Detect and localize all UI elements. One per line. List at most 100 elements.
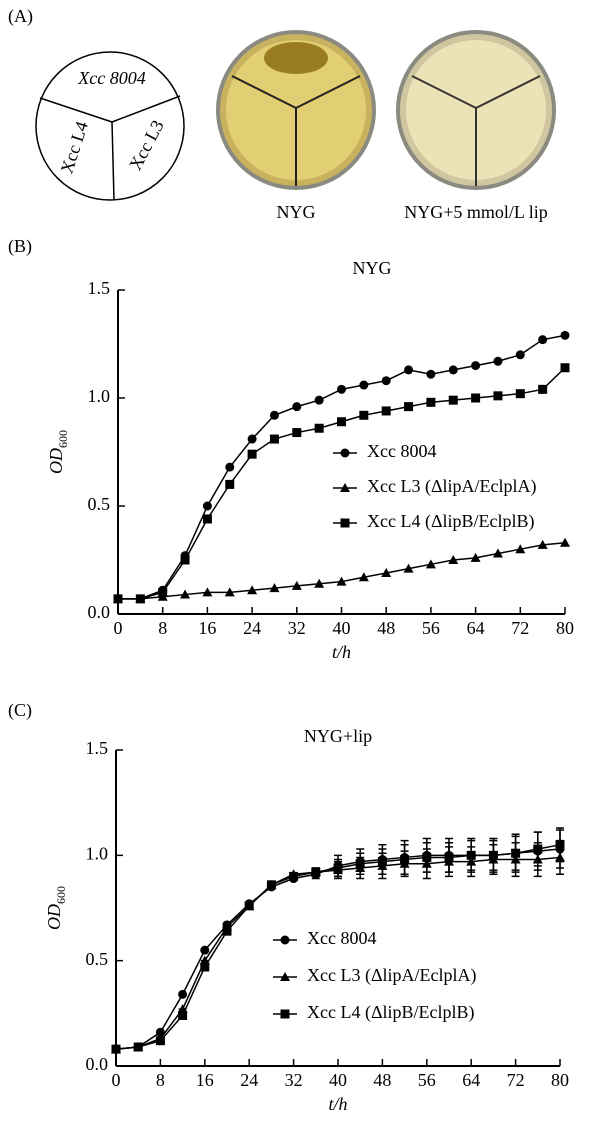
point [337,384,346,394]
point [314,395,324,405]
point [404,365,414,375]
point [113,594,123,604]
divider [39,97,113,123]
divider [411,75,477,109]
legend-label: Xcc L3 (ΔlipA/EclplA) [367,476,537,497]
x-tick-label: 56 [418,1070,436,1090]
x-tick-label: 64 [462,1070,480,1090]
point [493,391,503,401]
point [247,449,257,459]
point [448,555,459,564]
plate-caption: NYG [277,202,316,222]
point [355,859,365,869]
point [488,850,498,860]
point [178,1010,188,1020]
x-tick-label: 72 [507,1070,525,1090]
y-tick-label: 0.0 [86,1054,109,1074]
y-tick-label: 1.5 [88,278,111,298]
x-tick-label: 24 [243,618,261,638]
point [269,410,279,420]
x-tick-label: 0 [112,1070,121,1090]
point [202,587,213,597]
point [404,402,414,412]
divider [295,75,361,109]
point [511,848,521,858]
point [560,330,570,340]
x-axis-label: t/h [332,642,351,662]
divider [231,75,297,109]
legend-label: Xcc 8004 [367,441,436,461]
point [377,857,387,867]
point [444,852,454,862]
point [560,363,570,373]
point [222,926,232,936]
point [426,369,436,379]
point [425,559,436,569]
x-tick-label: 80 [556,618,574,638]
x-axis-label: t/h [328,1094,347,1114]
point [359,410,369,420]
point [200,945,210,955]
point [291,580,302,590]
point [247,434,257,444]
point [515,389,525,399]
legend-marker [340,448,350,458]
point [289,871,299,881]
point [202,514,212,524]
legend-marker [340,483,350,492]
point [202,501,212,511]
legend-label: Xcc L4 (ΔlipB/EclplB) [367,511,535,532]
point [422,852,432,862]
y-tick-label: 1.0 [88,386,111,406]
point [269,583,280,593]
point [533,844,543,854]
point [538,335,548,345]
x-tick-label: 24 [240,1070,258,1090]
y-label-text: OD [44,904,64,930]
legend-label: Xcc L4 (ΔlipB/EclplB) [307,1002,475,1023]
point [403,563,414,573]
x-tick-label: 48 [373,1070,391,1090]
point [111,1044,121,1054]
chart-title: NYG+lip [304,726,372,746]
x-tick-label: 16 [198,618,216,638]
point [471,393,481,403]
legend-marker [280,935,290,945]
y-label-subscript: 600 [56,430,70,448]
x-tick-label: 56 [422,618,440,638]
chart-title: NYG [353,258,392,278]
point [314,578,325,588]
legend-marker [280,1009,290,1019]
y-tick-label: 0.5 [86,949,109,969]
point [359,380,369,390]
y-tick-label: 1.5 [86,738,109,758]
legend-marker [340,518,350,528]
point [180,555,190,565]
point [180,589,191,599]
point [515,350,525,360]
plate-photo: NYG+5 mmol/L lip [396,30,556,222]
point [336,576,347,586]
x-tick-label: 40 [333,618,351,638]
point [471,361,481,371]
plate-diagram: Xcc 8004 Xcc L4 Xcc L3 [35,51,185,201]
x-tick-label: 40 [329,1070,347,1090]
point [493,356,503,366]
y-tick-label: 0.5 [88,494,111,514]
point [358,572,369,582]
point [381,406,391,416]
legend-label: Xcc 8004 [307,928,376,948]
point [311,867,321,877]
point [560,537,570,547]
point [448,395,458,405]
point [292,402,302,412]
point [333,863,343,873]
point [224,587,235,597]
x-tick-label: 8 [156,1070,165,1090]
y-tick-label: 0.0 [88,602,111,622]
y-label-subscript: 600 [54,886,68,904]
point [515,544,526,554]
x-tick-label: 32 [285,1070,303,1090]
